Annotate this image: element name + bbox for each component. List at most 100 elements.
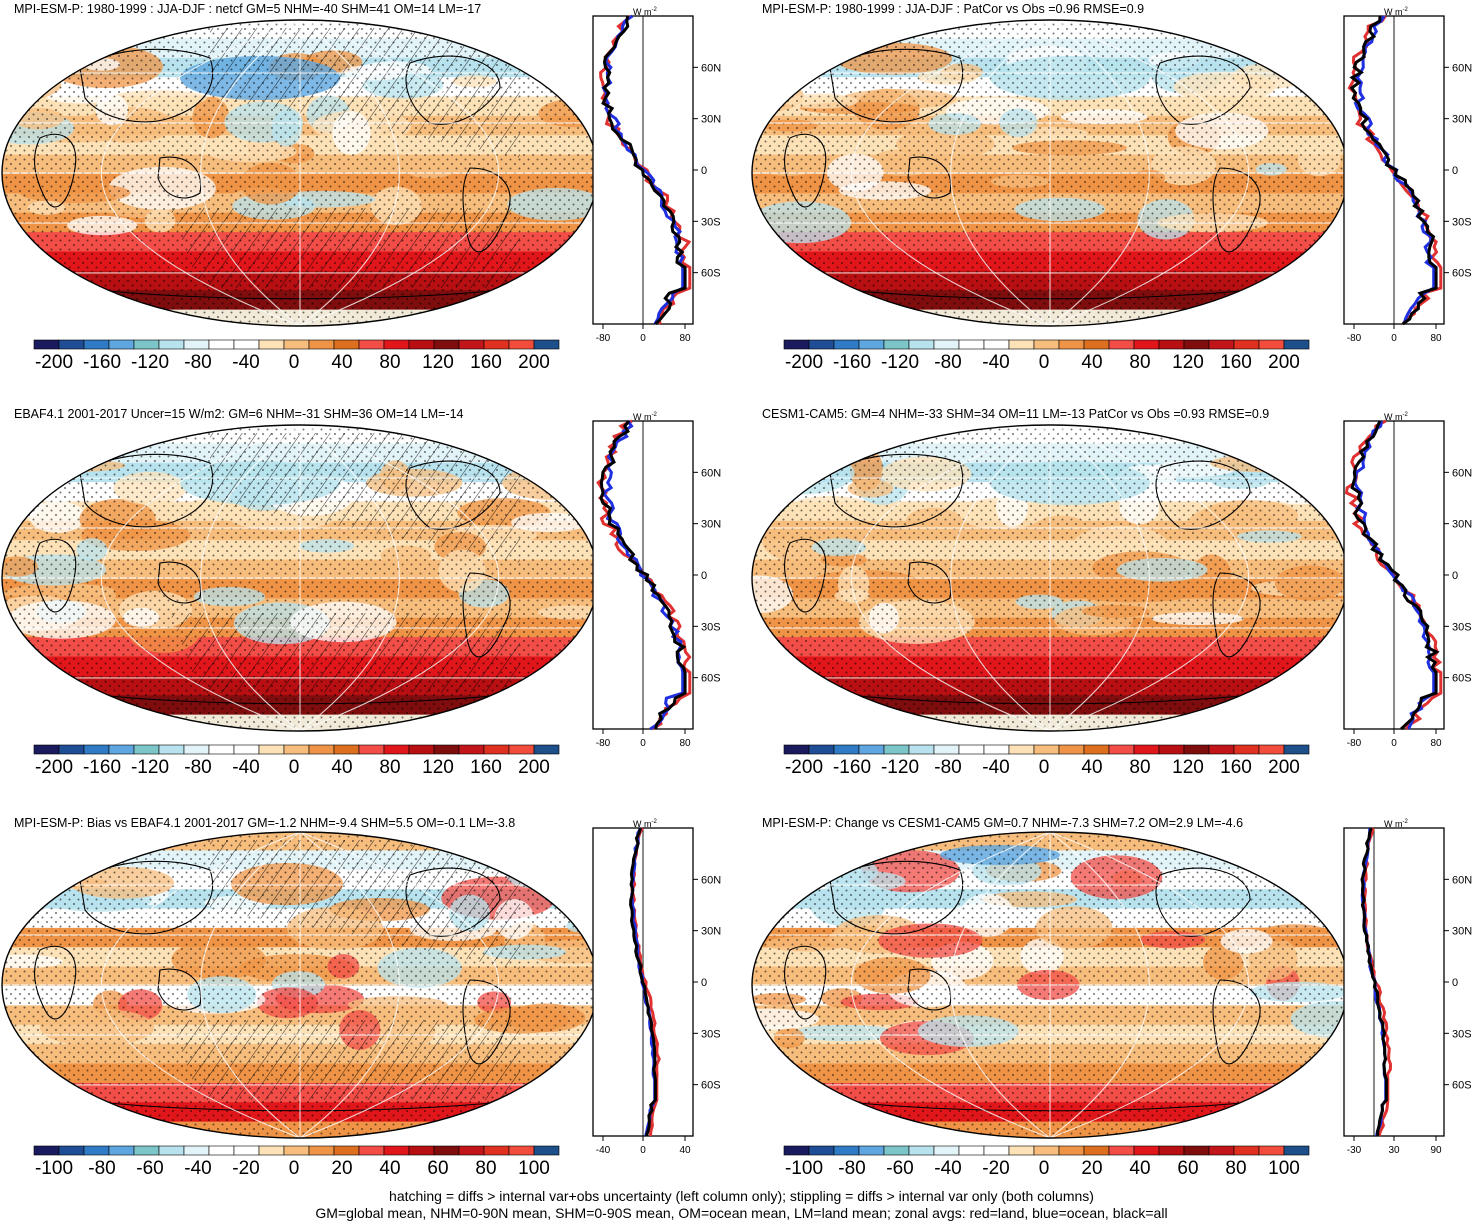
colorbar-swatch [833,339,860,350]
colorbar-tick-label: 160 [1220,352,1252,373]
zonal-unit: W m-2 [1384,7,1408,17]
colorbar-tick-label: 160 [1220,757,1252,778]
panel-change-mpi: MPI-ESM-P: Change vs CESM1-CAM5 GM=0.7 N… [750,812,1472,1207]
colorbar-tick-label: -100 [34,1158,74,1179]
colorbar-swatch [258,339,285,350]
panel-netcf-mpi: MPI-ESM-P: 1980-1999 : JJA-DJF : netcf G… [0,0,721,395]
footer-line-2: GM=global mean, NHM=0-90N mean, SHM=0-90… [315,1205,1168,1221]
colorbar-swatch [933,1145,960,1156]
colorbar-tick-label: -40 [184,1158,212,1179]
colorbar-swatch [58,339,85,350]
zonal-value-tick: 80 [679,333,691,344]
colorbar-tick-label: 40 [1081,757,1103,778]
colorbar-swatch [283,1145,310,1156]
all-zonal-line [1349,15,1438,326]
colorbar-tick-label: -120 [880,757,920,778]
colorbar-swatch [58,744,85,755]
colorbar-swatch [233,744,260,755]
colorbar-swatch [1233,1145,1260,1156]
zonal-value-tick: 80 [1430,738,1442,749]
colorbar-swatch [358,339,385,350]
colorbar-tick-label: 0 [288,352,300,373]
colorbar-swatch [133,339,160,350]
zonal-lat-tick: 60N [701,467,721,479]
zonal-mean-plot: W m-2 60N 30N 0 30S 60S -80 0 80 [1343,412,1472,749]
zonal-lat-tick: 30N [701,114,721,126]
colorbar-swatch [508,1145,535,1156]
colorbar-swatch [208,339,235,350]
colorbar-swatch [508,339,535,350]
colorbar-swatch [1233,339,1260,350]
colorbar-swatch [1208,339,1235,350]
zonal-mean-plot: W m-2 60N 30N 0 30S 60S -80 0 80 [592,7,721,344]
zonal-mean-plot: W m-2 60N 30N 0 30S 60S -40 0 40 [592,819,721,1156]
colorbar-swatch [83,744,110,755]
colorbar-tick-label: -120 [130,757,170,778]
colorbar-swatch [983,1145,1010,1156]
panel-ebaf-obs: EBAF4.1 2001-2017 Uncer=15 W/m2: GM=6 NH… [0,405,721,800]
colorbar [33,744,560,755]
zonal-unit: W m-2 [1384,819,1408,829]
zonal-lat-tick: 60N [701,874,721,886]
colorbar [783,744,1310,755]
colorbar-swatch [1258,1145,1285,1156]
panel-title: CESM1-CAM5: GM=4 NHM=-33 SHM=34 OM=11 LM… [762,407,1270,421]
colorbar-swatch [383,744,410,755]
colorbar-swatch [183,1145,210,1156]
colorbar-tick-label: -80 [184,352,212,373]
colorbar-swatch [1283,744,1310,755]
colorbar-swatch [158,744,185,755]
colorbar-swatch [33,339,60,350]
colorbar-tick-label: -80 [838,1158,866,1179]
colorbar-swatch [908,744,935,755]
colorbar-swatch [358,744,385,755]
zonal-value-tick: 0 [640,738,646,749]
zonal-lat-tick: 60S [1452,673,1472,685]
colorbar-swatch [383,339,410,350]
colorbar-tick-label: 80 [475,1158,497,1179]
colorbar-swatch [333,339,360,350]
colorbar-tick-label: -60 [886,1158,914,1179]
all-zonal-line [599,420,687,730]
colorbar-tick-label: -200 [34,352,74,373]
colorbar-swatch [483,1145,510,1156]
colorbar-swatch [108,1145,135,1156]
zonal-lat-tick: 60S [1452,268,1472,280]
map-robinson [751,831,1349,1139]
colorbar-swatch [808,744,835,755]
colorbar-tick-label: -160 [832,352,872,373]
colorbar-swatch [308,339,335,350]
colorbar-tick-label: -200 [784,352,824,373]
colorbar-swatch [1108,744,1135,755]
colorbar-swatch [1108,1145,1135,1156]
colorbar-swatch [883,1145,910,1156]
colorbar-swatch [283,339,310,350]
colorbar-tick-label: 200 [518,757,550,778]
colorbar-swatch [433,744,460,755]
colorbar-swatch [133,744,160,755]
colorbar-swatch [1033,339,1060,350]
zonal-lat-tick: 0 [1452,165,1458,177]
zonal-value-tick: 80 [679,738,691,749]
colorbar-swatch [1083,339,1110,350]
panel-title: MPI-ESM-P: 1980-1999 : JJA-DJF : PatCor … [762,2,1145,16]
panel-title: EBAF4.1 2001-2017 Uncer=15 W/m2: GM=6 NH… [14,407,464,421]
colorbar-tick-label: 80 [1129,757,1151,778]
zonal-mean-plot: W m-2 60N 30N 0 30S 60S -80 0 80 [592,412,721,749]
colorbar-swatch [1158,1145,1185,1156]
colorbar-tick-label: -80 [184,757,212,778]
colorbar-swatch [983,339,1010,350]
colorbar-tick-label: 0 [288,757,300,778]
colorbar-swatch [258,1145,285,1156]
colorbar-swatch [1058,1145,1085,1156]
colorbar-swatch [1008,744,1035,755]
colorbar-swatch [1033,1145,1060,1156]
colorbar-tick-label: 40 [331,352,353,373]
zonal-value-tick: -80 [596,738,611,749]
colorbar-tick-label: 160 [470,757,502,778]
zonal-lat-tick: 30N [1452,114,1472,126]
ocean-zonal-line [1353,420,1436,730]
zonal-lat-tick: 60S [701,268,721,280]
zonal-lat-tick: 0 [701,570,707,582]
zonal-lat-tick: 0 [701,977,707,989]
